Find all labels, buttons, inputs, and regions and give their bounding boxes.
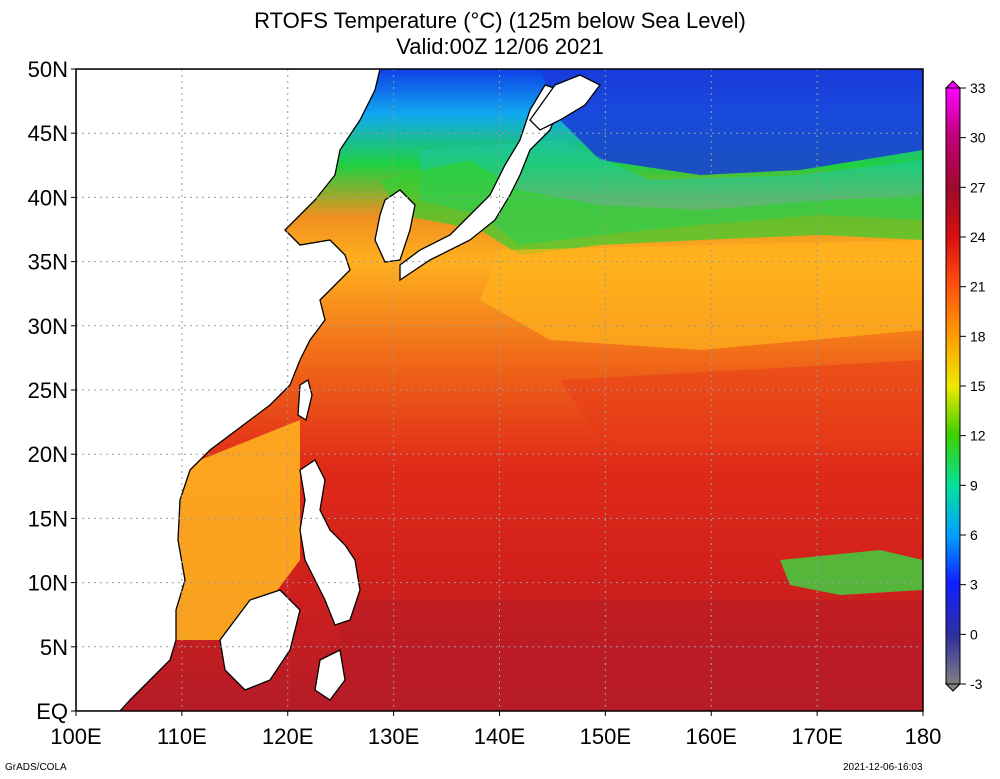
footer-credit: GrADS/COLA (5, 762, 67, 773)
chart-valid-time: Valid:00Z 12/06 2021 (396, 34, 604, 59)
colorbar-label: 27 (970, 179, 986, 195)
taiwan (297, 378, 313, 422)
colorbar-label: 6 (970, 527, 978, 543)
y-tick-label: 50N (28, 57, 68, 82)
colorbar-label: 0 (970, 626, 978, 642)
colorbar-label: 9 (970, 477, 978, 493)
philippines (299, 459, 361, 626)
colorbar-label: 30 (970, 130, 986, 146)
colorbar-label: 3 (970, 577, 978, 593)
colorbar-label: 24 (970, 229, 986, 245)
y-tick-label: 20N (28, 442, 68, 467)
x-tick-label: 120E (262, 724, 313, 749)
hokkaido (529, 74, 601, 131)
y-tick-label: EQ (36, 699, 68, 724)
x-tick-label: 140E (474, 724, 525, 749)
colorbar-label: 18 (970, 328, 986, 344)
x-tick-label: 160E (686, 724, 737, 749)
sulawesi (314, 649, 346, 701)
x-tick-label: 150E (580, 724, 631, 749)
y-axis: 50N 45N 40N 35N 30N 25N 20N 15N 10N 5N EQ (28, 57, 76, 724)
x-tick-label: 130E (368, 724, 419, 749)
x-tick-label: 100E (50, 724, 101, 749)
y-tick-label: 45N (28, 121, 68, 146)
chart-title: RTOFS Temperature (°C) (125m below Sea L… (254, 8, 746, 33)
y-tick-label: 5N (40, 635, 68, 660)
x-axis: 100E 110E 120E 130E 140E 150E 160E 170E 180 (50, 711, 941, 749)
colorbar-top-arrow (944, 80, 962, 89)
colorbar-label: 33 (970, 80, 986, 96)
colorbar-label: 12 (970, 428, 986, 444)
y-tick-label: 35N (28, 250, 68, 275)
y-tick-label: 10N (28, 571, 68, 596)
x-tick-label: 170E (791, 724, 842, 749)
y-tick-label: 40N (28, 185, 68, 210)
y-tick-label: 25N (28, 378, 68, 403)
x-tick-label: 110E (157, 724, 207, 749)
korea (374, 189, 416, 263)
colorbar-ramp (945, 87, 961, 685)
colorbar-bottom-arrow (944, 683, 962, 692)
y-tick-label: 30N (28, 314, 68, 339)
borneo (219, 589, 301, 691)
y-tick-label: 15N (28, 506, 68, 531)
colorbar-label: 21 (970, 279, 986, 295)
x-tick-label: 180 (905, 724, 942, 749)
colorbar-label: 15 (970, 378, 986, 394)
footer-timestamp: 2021-12-06-16:03 (843, 762, 923, 773)
grid-lines (76, 69, 923, 711)
colorbar-label: -3 (970, 676, 983, 692)
